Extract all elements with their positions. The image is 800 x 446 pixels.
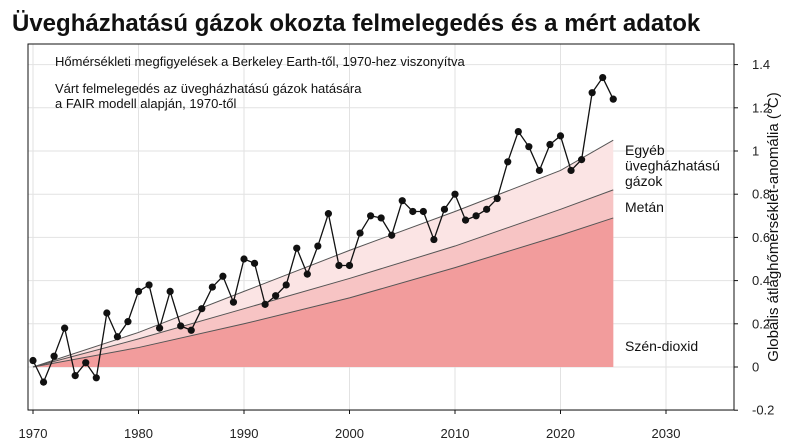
y-tick-label: 1.2 — [752, 100, 770, 115]
data-point — [356, 229, 364, 237]
y-tick-label: 0.2 — [752, 316, 770, 331]
chart-title: Üvegházhatású gázok okozta felmelegedés … — [12, 10, 701, 37]
observation-series — [29, 73, 617, 386]
series-line — [32, 76, 614, 384]
data-point — [219, 272, 227, 280]
layer-label-other: üvegházhatású — [625, 158, 720, 174]
plot-frame — [27, 43, 735, 411]
data-point — [177, 322, 185, 330]
x-tick-label: 2030 — [652, 426, 681, 441]
data-point — [398, 197, 406, 205]
data-point — [29, 356, 37, 365]
data-point — [535, 166, 544, 175]
data-point — [419, 207, 427, 216]
data-point — [514, 127, 522, 136]
layer-label-other: gázok — [625, 173, 663, 189]
x-tick-label: 2010 — [441, 426, 470, 441]
x-tick-label: 1990 — [230, 426, 259, 441]
data-point — [303, 270, 311, 278]
data-point — [261, 300, 269, 308]
y-tick-label: 0 — [752, 360, 759, 375]
data-point — [609, 95, 617, 103]
annotation-expected-2: a FAIR modell alapján, 1970-től — [55, 96, 236, 111]
layer-label-co2: Szén-dioxid — [625, 338, 698, 354]
data-point — [50, 352, 58, 360]
data-point — [451, 190, 459, 198]
data-point — [250, 259, 259, 267]
layer-boundary — [32, 139, 614, 368]
y-axis-label: Globális átlaghőmérséklet-anomália (°C) — [765, 92, 782, 361]
layer-label-other: Egyéb — [625, 142, 665, 158]
data-point — [187, 326, 195, 334]
y-axis-ticks: -0.2 0 0.2 0.4 0.6 0.8 1 1.2 1.4 — [734, 57, 774, 418]
data-point — [430, 235, 438, 244]
data-point — [314, 242, 322, 250]
data-point — [198, 305, 206, 313]
data-point — [134, 287, 143, 295]
data-point — [388, 231, 396, 239]
x-tick-label: 2020 — [546, 426, 575, 441]
annotation-expected-1: Várt felmelegedés az üvegházhatású gázok… — [55, 81, 362, 96]
data-point — [599, 73, 607, 82]
data-point — [61, 324, 69, 332]
data-point — [82, 359, 90, 367]
data-point — [525, 143, 533, 151]
data-point — [156, 324, 164, 332]
data-point — [567, 166, 575, 175]
data-point — [240, 255, 248, 263]
data-point — [588, 89, 596, 97]
y-tick-label: 1.4 — [752, 57, 770, 72]
data-point — [335, 261, 343, 270]
data-point — [208, 283, 216, 291]
data-point — [345, 261, 354, 270]
data-point — [103, 309, 111, 317]
x-axis-ticks: 1970 1980 1990 2000 2010 2020 2030 — [19, 410, 681, 441]
layer-label-methane: Metán — [625, 199, 664, 215]
data-point — [145, 281, 153, 289]
data-point — [92, 374, 100, 382]
data-point — [367, 212, 375, 220]
data-point — [472, 212, 480, 220]
data-point — [113, 333, 121, 341]
data-point — [324, 210, 332, 218]
data-point — [377, 214, 385, 222]
layer-boundary — [32, 189, 614, 368]
y-tick-label: -0.2 — [752, 403, 774, 418]
y-tick-label: 0.4 — [752, 273, 770, 288]
data-point — [124, 318, 132, 326]
data-point — [493, 194, 501, 203]
data-point — [504, 158, 512, 166]
x-tick-label: 1980 — [124, 426, 153, 441]
data-point — [71, 372, 79, 380]
data-point — [293, 244, 301, 252]
contribution-layers — [32, 139, 614, 368]
layer-boundary — [32, 217, 614, 368]
data-point — [282, 281, 290, 289]
annotation-observations: Hőmérsékleti megfigyelések a Berkeley Ea… — [55, 54, 465, 69]
data-point — [39, 378, 48, 386]
y-tick-label: 1 — [752, 144, 759, 159]
data-point — [409, 207, 417, 216]
layer-area — [33, 217, 614, 367]
data-point — [578, 156, 586, 164]
y-tick-label: 0.6 — [752, 230, 770, 245]
x-tick-label: 2000 — [335, 426, 364, 441]
data-point — [166, 287, 174, 295]
data-point — [461, 216, 470, 224]
data-point — [272, 292, 280, 300]
data-point — [440, 205, 449, 213]
data-point — [229, 298, 238, 306]
data-point — [546, 140, 554, 149]
y-tick-label: 0.8 — [752, 187, 770, 202]
data-point — [556, 132, 565, 140]
data-point — [483, 205, 491, 213]
x-tick-label: 1970 — [19, 426, 48, 441]
